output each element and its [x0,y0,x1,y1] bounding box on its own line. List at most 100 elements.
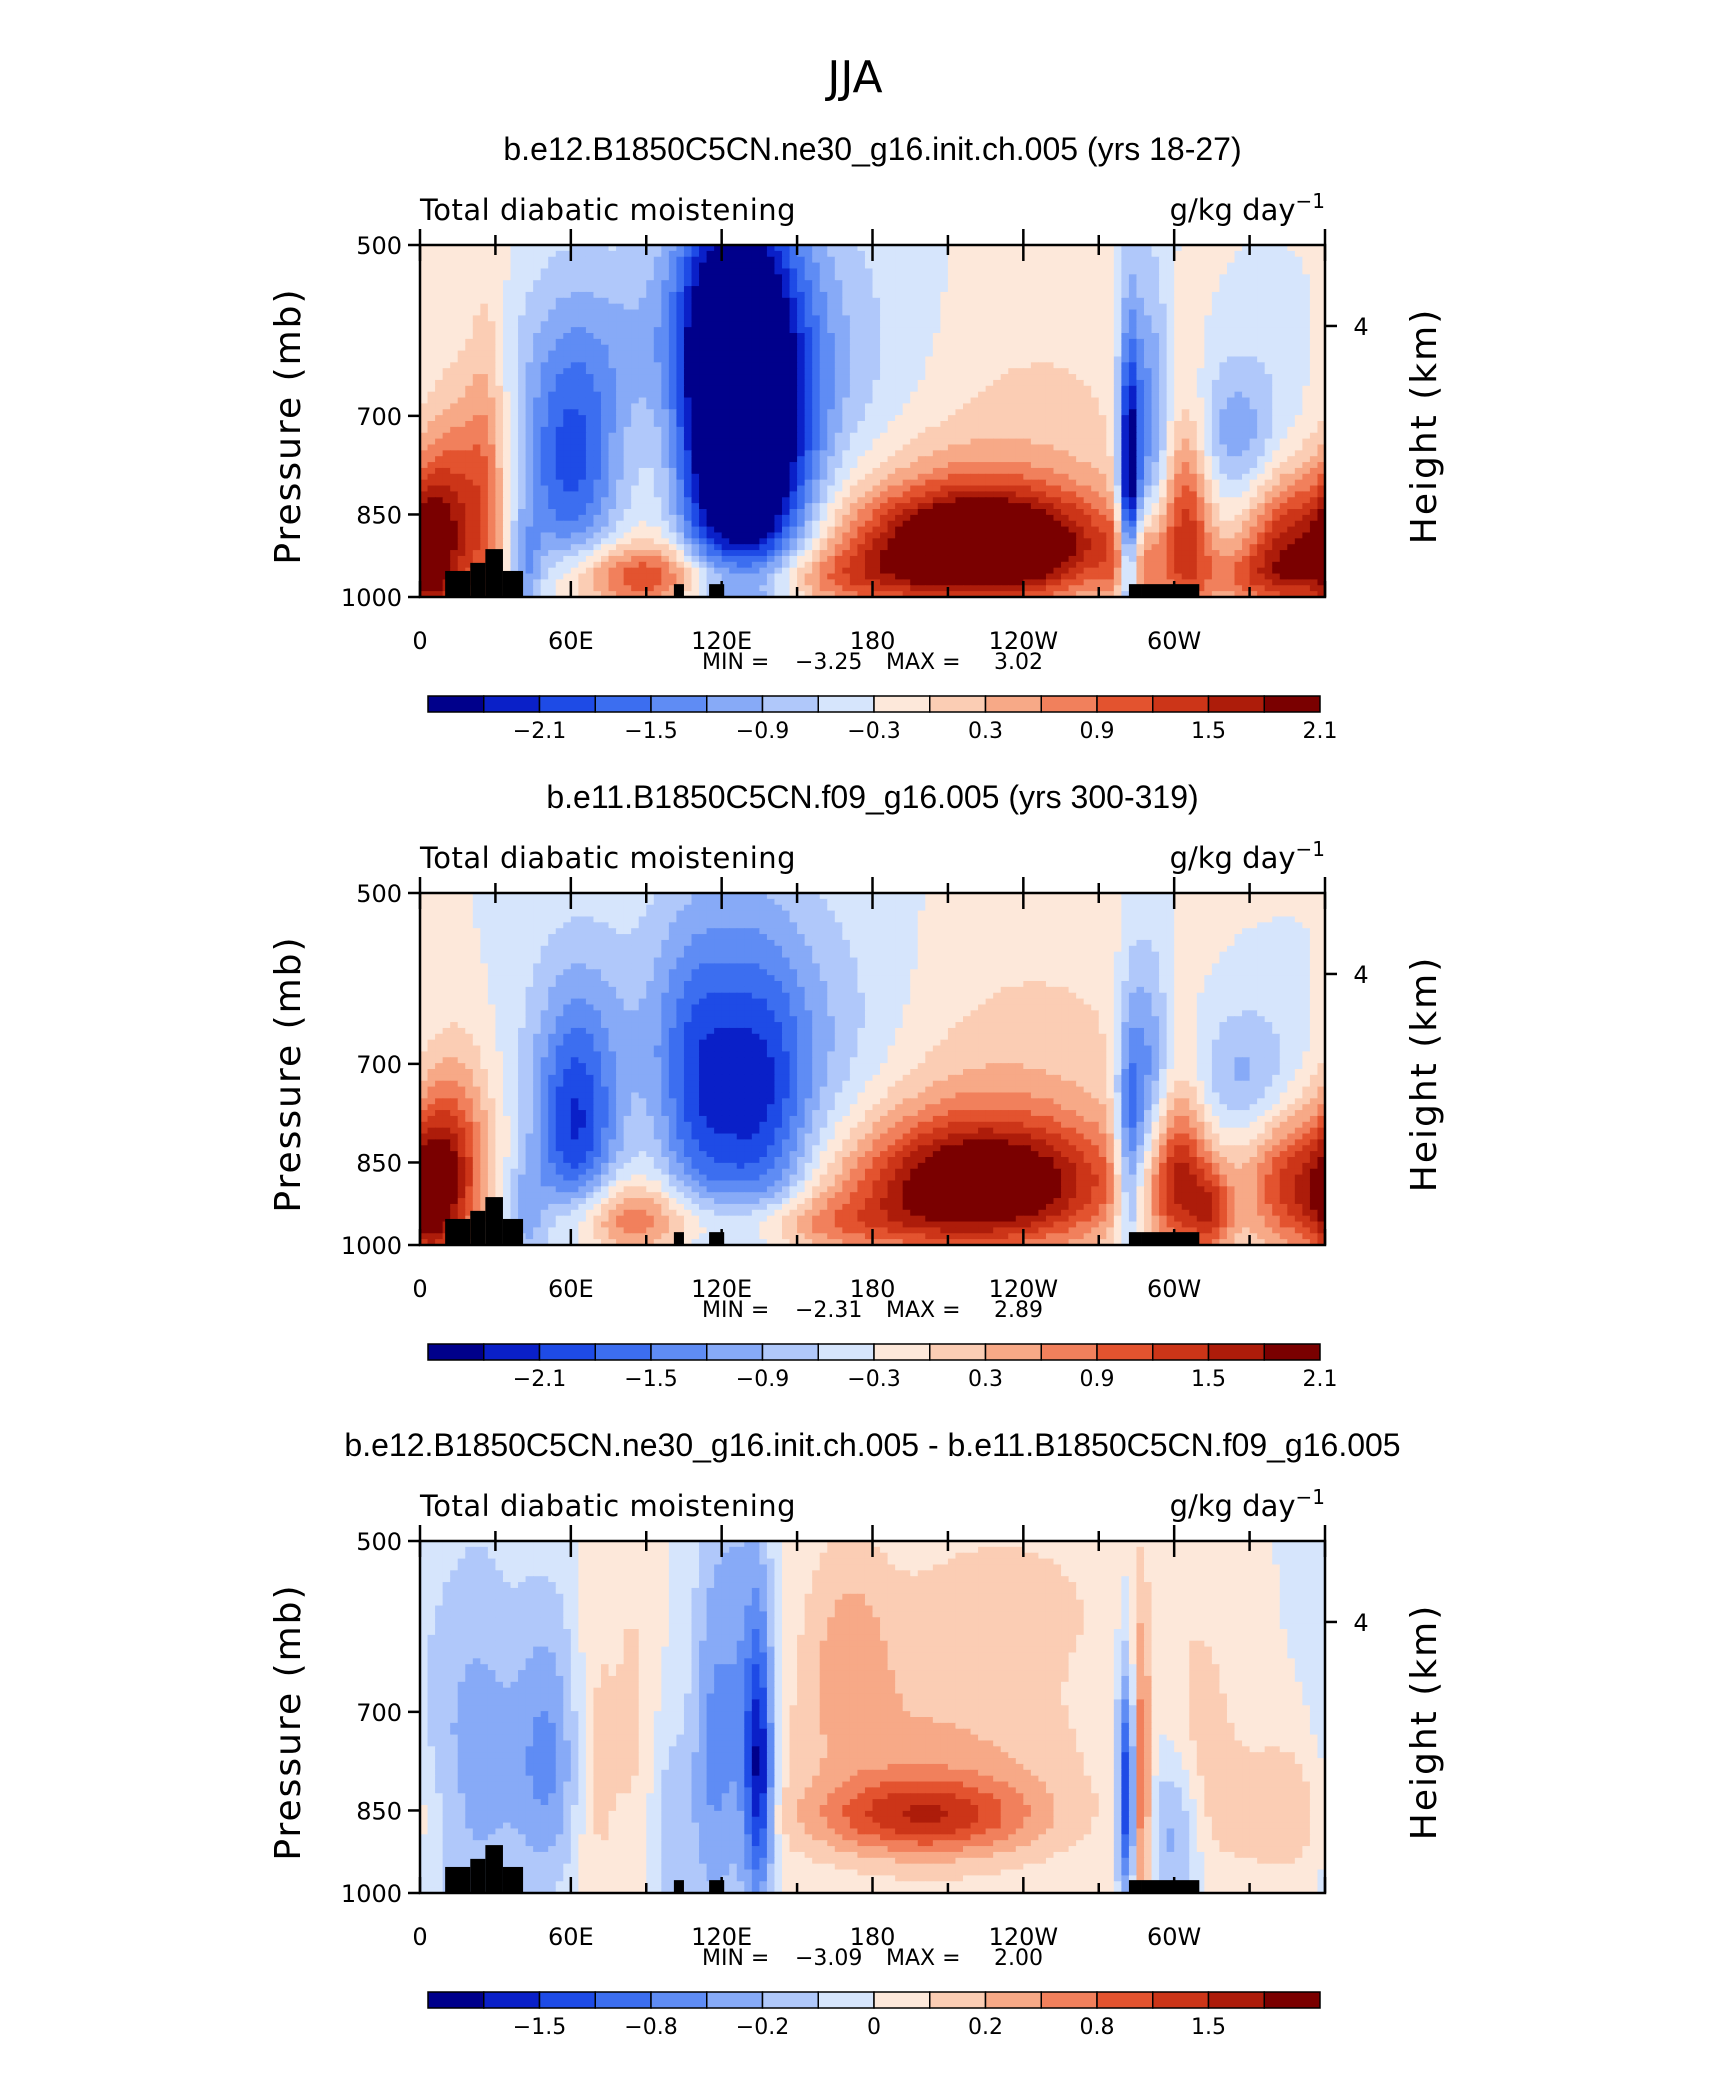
heatmap-cell [872,297,881,305]
heatmap-cell [729,338,738,346]
heatmap-cell [1113,262,1122,270]
heatmap-cell [533,485,542,492]
heatmap-cell [789,444,798,451]
heatmap-cell [1272,379,1281,387]
heatmap-cell [1166,421,1175,428]
heatmap-cell [1128,327,1138,334]
heatmap-cell [1242,409,1251,416]
heatmap-cell [616,368,625,375]
heatmap-cell [1076,309,1085,316]
heatmap-cell [925,444,934,451]
heatmap-cell [932,268,941,275]
heatmap-cell [857,444,866,451]
heatmap-cell [1083,450,1092,457]
heatmap-cell [1023,444,1032,451]
heatmap-cell [1068,268,1077,275]
heatmap-cell [427,333,436,340]
heatmap-cell [970,286,979,293]
heatmap-cell [993,362,1002,369]
heatmap-cell [917,350,926,358]
heatmap-cell [744,409,753,416]
heatmap-cell [699,303,708,311]
heatmap-cell [1264,333,1273,340]
heatmap-cell [1053,462,1062,469]
heatmap-cell [804,456,813,463]
heatmap-cell [1302,315,1311,322]
heatmap-cell [963,426,972,434]
heatmap-cell [721,362,730,369]
heatmap-cell [1038,409,1047,416]
heatmap-cell [1204,473,1213,481]
heatmap-cell [940,479,949,487]
heatmap-cell [472,291,481,299]
heatmap-cell [525,462,534,469]
heatmap-cell [653,391,662,399]
heatmap-cell [834,315,843,322]
heatmap-cell [1113,444,1122,451]
heatmap-cell [465,397,474,404]
heatmap-cell [714,432,723,440]
heatmap-cell [902,379,911,387]
heatmap-cell [1166,250,1175,258]
heatmap-cell [631,432,640,440]
heatmap-cell [789,379,798,387]
heatmap-cell [1038,286,1047,293]
heatmap-cell [1038,338,1047,346]
heatmap-cell [1083,250,1092,258]
heatmap-cell [1136,467,1145,475]
heatmap-cell [955,391,964,399]
heatmap-cell [1264,250,1273,258]
heatmap-cell [857,321,866,328]
heatmap-cell [420,385,429,393]
heatmap-cell [442,379,451,387]
heatmap-cell [887,350,896,358]
heatmap-cell [699,456,708,463]
heatmap-cell [721,444,730,451]
heatmap-cell [932,421,941,428]
heatmap-cell [601,415,610,422]
heatmap-cell [548,333,557,340]
heatmap-cell [872,473,881,481]
heatmap-cell [1098,286,1107,293]
heatmap-cell [721,344,730,352]
heatmap-cell [789,456,798,463]
heatmap-cell [427,415,436,422]
heatmap-cell [978,379,987,387]
heatmap-cell [1015,403,1024,410]
heatmap-cell [804,462,813,469]
heatmap-cell [834,397,843,404]
heatmap-cell [608,438,617,446]
heatmap-cell [525,456,534,463]
heatmap-cell [638,333,647,340]
heatmap-cell [623,391,632,399]
heatmap-cell [1219,379,1228,387]
heatmap-cell [947,350,957,358]
heatmap-cell [887,344,896,352]
heatmap-cell [465,426,474,434]
heatmap-cell [608,456,617,463]
heatmap-cell [457,385,466,393]
heatmap-cell [985,450,994,457]
heatmap-cell [623,362,632,369]
heatmap-cell [985,262,994,270]
heatmap-cell [827,479,836,487]
heatmap-cell [420,250,429,258]
heatmap-cell [834,350,843,358]
heatmap-cell [533,350,542,358]
heatmap-cell [608,485,617,492]
heatmap-cell [812,409,821,416]
heatmap-cell [683,485,693,492]
heatmap-cell [834,280,843,287]
heatmap-cell [1061,250,1070,258]
heatmap-cell [683,315,693,322]
heatmap-cell [1045,432,1055,440]
heatmap-cell [1053,274,1062,281]
heatmap-cell [487,297,497,305]
heatmap-cell [1136,403,1145,410]
heatmap-cell [661,444,670,451]
heatmap-cell [940,385,949,393]
heatmap-cell [555,409,564,416]
heatmap-cell [1068,344,1077,352]
heatmap-cell [827,403,836,410]
heatmap-cell [1068,391,1077,399]
